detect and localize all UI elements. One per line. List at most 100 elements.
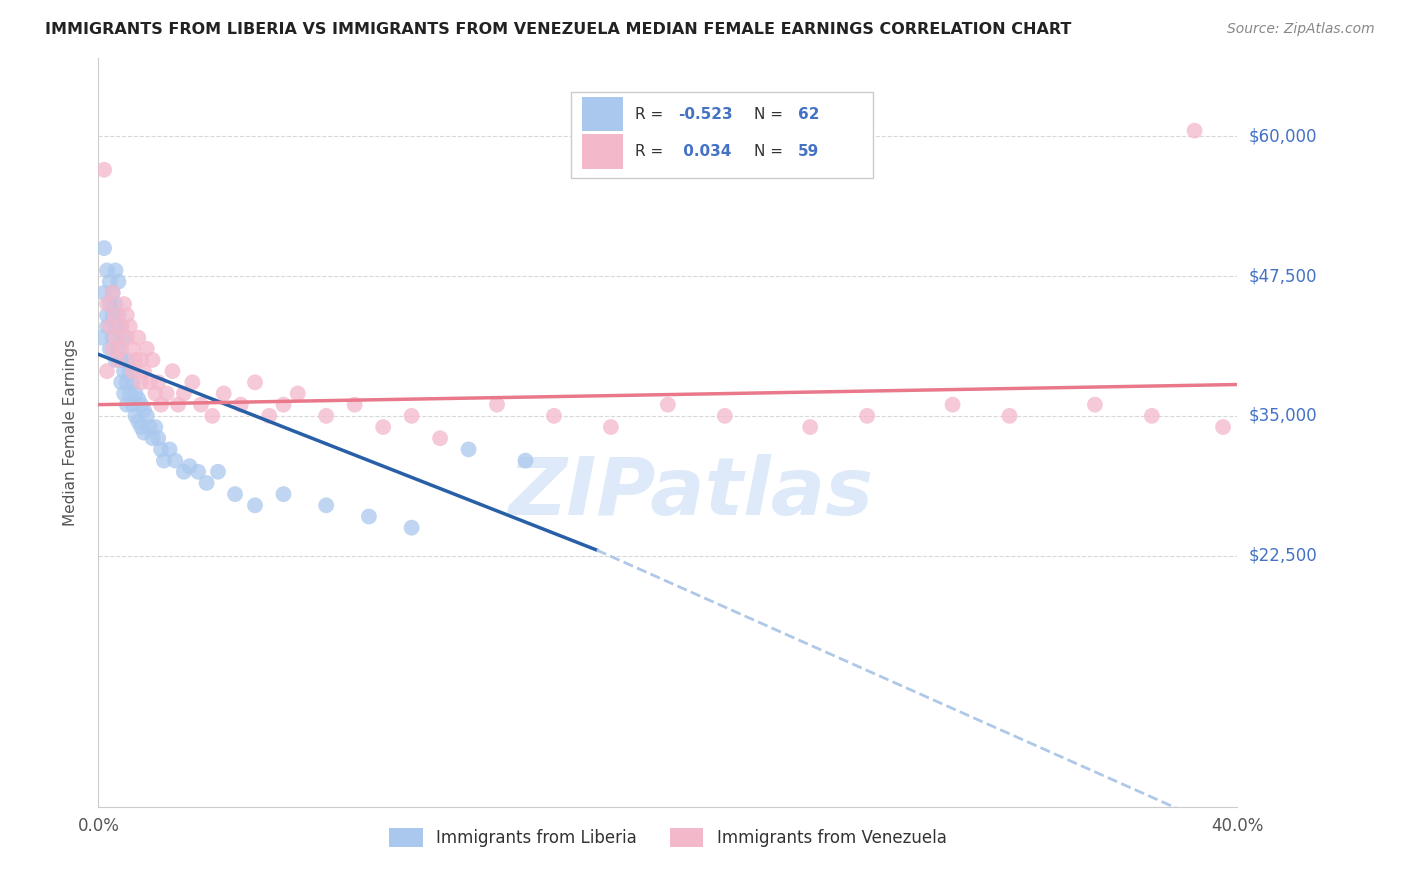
Point [96,297,118,311]
Point [159,442,181,457]
Point [96,308,118,322]
Point [121,376,143,390]
Point [112,297,135,311]
Point [104,353,127,368]
Point [141,431,163,445]
Point [107,308,129,322]
Point [273,487,295,501]
Y-axis label: Median Female Earnings: Median Female Earnings [63,339,77,526]
Point [135,342,157,356]
Point [138,376,160,390]
Point [343,398,366,412]
Text: ZIPatlas: ZIPatlas [508,453,873,532]
Point [90,330,112,344]
Point [115,330,138,344]
Point [224,487,246,501]
Point [104,308,127,322]
Point [357,509,380,524]
Point [179,459,201,474]
Point [167,398,190,412]
Point [942,398,965,412]
Point [150,442,173,457]
Text: IMMIGRANTS FROM LIBERIA VS IMMIGRANTS FROM VENEZUELA MEDIAN FEMALE EARNINGS CORR: IMMIGRANTS FROM LIBERIA VS IMMIGRANTS FR… [45,22,1071,37]
Text: 59: 59 [797,145,818,159]
Point [96,319,118,334]
Point [190,398,212,412]
Point [714,409,737,423]
Point [373,420,395,434]
Point [165,453,187,467]
Point [118,386,141,401]
Point [153,453,176,467]
Point [112,386,135,401]
Point [98,342,121,356]
Text: N =: N = [755,107,789,121]
Point [93,162,115,177]
Point [856,409,879,423]
Point [181,376,204,390]
Point [110,319,132,334]
Point [127,330,149,344]
Text: $47,500: $47,500 [1249,267,1317,285]
Point [104,263,127,277]
Point [132,425,155,440]
Text: 0.034: 0.034 [678,145,731,159]
Point [98,319,121,334]
Point [145,420,167,434]
Point [112,330,135,344]
Point [401,409,423,423]
Legend: Immigrants from Liberia, Immigrants from Venezuela: Immigrants from Liberia, Immigrants from… [381,819,955,855]
Point [104,297,127,311]
Point [101,308,124,322]
Point [112,364,135,378]
FancyBboxPatch shape [582,135,623,169]
Point [273,398,295,412]
Point [132,403,155,417]
Text: Source: ZipAtlas.com: Source: ZipAtlas.com [1227,22,1375,37]
Point [132,364,155,378]
Point [315,498,337,512]
Point [156,386,179,401]
Point [141,353,163,368]
Point [150,398,173,412]
Point [135,409,157,423]
Point [127,392,149,406]
Point [101,285,124,300]
Text: R =: R = [636,107,668,121]
Point [96,364,118,378]
Point [118,364,141,378]
FancyBboxPatch shape [582,97,623,131]
Point [173,465,195,479]
Point [148,431,170,445]
Point [115,308,138,322]
Point [1140,409,1163,423]
Point [129,398,152,412]
Point [457,442,479,457]
Point [162,364,184,378]
Point [187,465,209,479]
Point [229,398,252,412]
Point [138,420,160,434]
Point [315,409,337,423]
Text: N =: N = [755,145,789,159]
Point [118,319,141,334]
Text: -0.523: -0.523 [678,107,733,121]
Point [600,420,623,434]
Point [110,376,132,390]
Point [93,285,115,300]
Point [107,275,129,289]
Point [195,475,218,490]
Text: R =: R = [636,145,668,159]
Point [129,420,152,434]
Point [93,241,115,255]
Point [98,275,121,289]
Point [96,263,118,277]
Point [129,353,152,368]
Point [98,297,121,311]
Point [121,364,143,378]
Point [110,342,132,356]
Point [259,409,281,423]
Point [124,386,146,401]
Point [657,398,679,412]
Point [110,319,132,334]
